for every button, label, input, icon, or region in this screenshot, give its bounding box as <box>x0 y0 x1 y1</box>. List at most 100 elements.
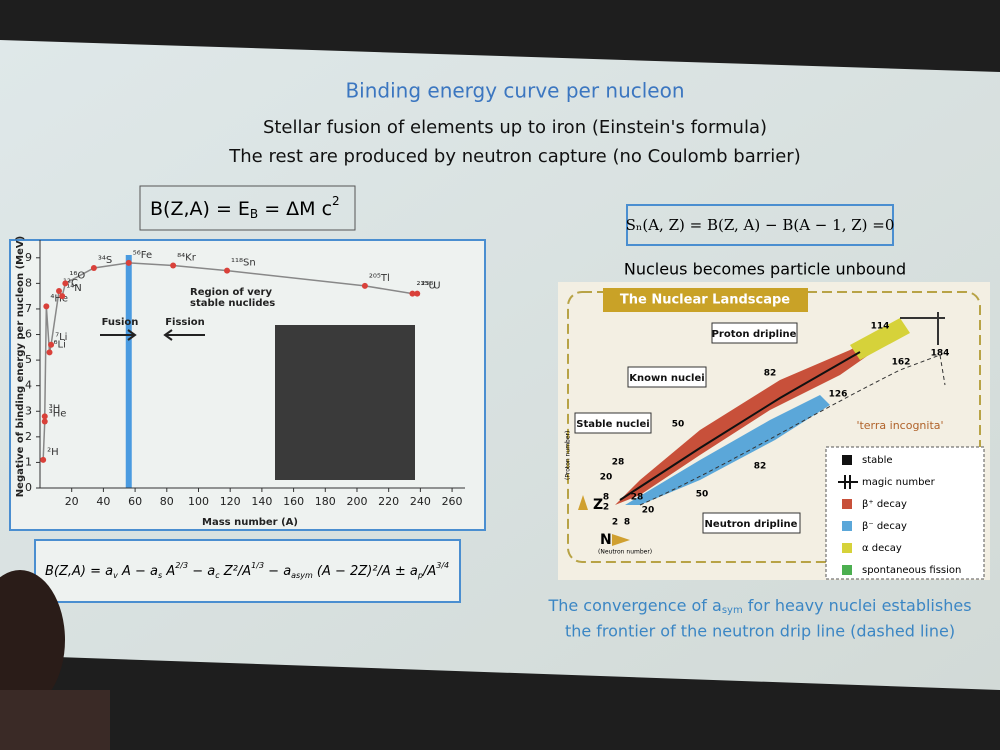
y-tick-label: 9 <box>25 251 32 264</box>
magic-number: 126 <box>829 390 848 400</box>
legend-swatch <box>842 543 852 553</box>
audience-head <box>0 570 65 710</box>
landscape-title-bg <box>603 288 808 312</box>
beta-plus-region <box>615 325 895 505</box>
magic-number: 162 <box>892 358 911 368</box>
point <box>48 341 55 348</box>
point-label: ⁷Li <box>55 332 67 343</box>
legend-label: spontaneous fission <box>862 565 961 576</box>
point <box>224 267 231 274</box>
legend-swatch <box>842 499 852 509</box>
audience-shoulder <box>0 690 110 750</box>
x-tick-label: 120 <box>220 495 241 508</box>
beta-minus-region <box>625 395 830 505</box>
point-label: ⁸⁴Kr <box>177 252 197 263</box>
annotation: Region of very <box>190 287 272 298</box>
point <box>170 262 177 269</box>
legend-label: β⁻ decay <box>862 521 907 532</box>
y-tick-label: 4 <box>25 379 32 392</box>
y-tick-label: 2 <box>25 430 32 443</box>
stable-valley <box>619 351 861 501</box>
point <box>41 413 48 420</box>
z-note: (Proton number) <box>565 431 572 480</box>
z-arrow <box>578 495 588 510</box>
point-label: ³⁴S <box>98 255 112 266</box>
x-tick-label: 220 <box>378 495 399 508</box>
z-label: Z <box>593 497 603 513</box>
tag-box <box>702 512 801 534</box>
caption: the frontier of the neutron drip line (d… <box>565 622 955 641</box>
annotation: stable nuclides <box>190 298 275 309</box>
equation-box <box>139 185 356 231</box>
y-tick-label: 8 <box>25 276 32 289</box>
point-label: ³He <box>49 408 67 419</box>
point-label: ¹¹⁸Sn <box>231 258 256 269</box>
magic-number: 2 <box>612 518 618 528</box>
legend-label: α decay <box>862 543 902 554</box>
x-tick-label: 260 <box>442 495 463 508</box>
magic-number: 28 <box>612 458 625 468</box>
landscape-title: The Nuclear Landscape <box>620 293 790 308</box>
tag-box <box>574 412 652 434</box>
y-tick-label: 1 <box>25 455 32 468</box>
alpha-region <box>850 318 910 360</box>
equation: B(Z,A) = EB = ΔM c2 <box>150 194 340 221</box>
point <box>41 418 48 425</box>
neutron-dripline <box>639 354 946 506</box>
annotation: Fusion <box>102 317 139 328</box>
tag: Known nuclei <box>629 373 704 384</box>
magic-number: 8 <box>624 518 630 528</box>
n-label: N <box>600 532 612 548</box>
point-label: ⁴He <box>50 293 68 304</box>
point <box>62 280 69 287</box>
point <box>46 349 53 356</box>
subtitle: Stellar fusion of elements up to iron (E… <box>263 117 767 138</box>
separation-box <box>626 204 894 246</box>
x-tick-label: 60 <box>128 495 142 508</box>
magic-number: 82 <box>764 369 777 379</box>
x-tick-label: 200 <box>346 495 367 508</box>
einstein-photo <box>275 325 415 480</box>
x-tick-label: 140 <box>251 495 272 508</box>
legend-swatch <box>842 455 852 465</box>
point-label: ⁵⁶Fe <box>133 250 152 261</box>
point-label: ¹⁶O <box>69 270 85 281</box>
magic-number: 20 <box>642 506 655 516</box>
subtitle: The rest are produced by neutron capture… <box>228 146 800 167</box>
formula: B(Z,A) = av A − as A2/3 − ac Z²/A1/3 − a… <box>45 561 449 580</box>
n-arrow <box>612 534 630 546</box>
magic-number: 184 <box>931 349 950 359</box>
legend-swatch <box>842 521 852 531</box>
point-label: ²⁰⁵Tl <box>369 273 390 284</box>
point <box>43 303 50 310</box>
point-label: ²H <box>47 447 59 458</box>
curve <box>42 262 418 460</box>
point <box>414 290 421 297</box>
x-tick-label: 240 <box>410 495 431 508</box>
point <box>59 293 66 300</box>
point-label: ³H <box>49 403 61 414</box>
legend-swatch <box>838 475 858 489</box>
point <box>125 259 132 266</box>
point-label: ¹⁴N <box>66 283 82 294</box>
legend-label: stable <box>862 455 893 466</box>
point-label: ²³⁵U <box>416 281 435 292</box>
x-tick-label: 40 <box>96 495 110 508</box>
magic-number: 28 <box>631 493 644 503</box>
fusion-arrow <box>100 329 137 341</box>
y-tick-label: 6 <box>25 328 32 341</box>
magic-number: 50 <box>672 420 685 430</box>
separation-formula: Sₙ(A, Z) = B(Z, A) − B(A − 1, Z) =0 <box>626 216 895 234</box>
point <box>409 290 416 297</box>
formula-box <box>34 539 461 603</box>
tag: Proton dripline <box>712 329 797 340</box>
magic-number: 20 <box>600 473 613 483</box>
terra-label: 'terra incognita' <box>856 419 943 432</box>
x-tick-label: 160 <box>283 495 304 508</box>
y-tick-label: 0 <box>25 481 32 494</box>
magic-number: 50 <box>696 490 709 500</box>
landscape-border <box>567 291 981 563</box>
legend-label: magic number <box>862 477 936 488</box>
y-tick-label: 3 <box>25 404 32 417</box>
